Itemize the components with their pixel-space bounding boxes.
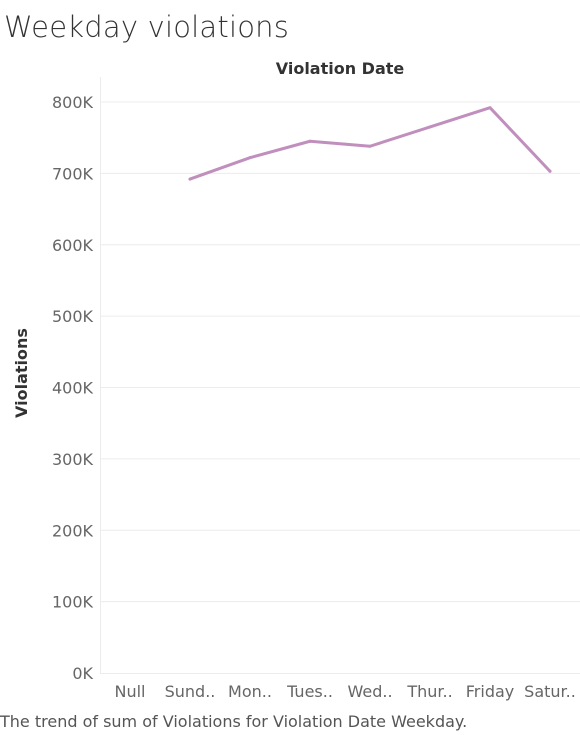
y-tick-label: 600K (52, 236, 94, 255)
x-tick-label: Wed.. (347, 682, 392, 701)
y-tick-label: 100K (52, 593, 94, 612)
x-tick-label: Tues.. (286, 682, 333, 701)
gridlines (100, 101, 580, 603)
y-axis-title: Violations (12, 328, 31, 418)
chart-title: Weekday violations (4, 10, 290, 44)
x-tick-label: Sund.. (165, 682, 216, 701)
data-point (488, 106, 492, 110)
y-tick-label: 500K (52, 307, 94, 326)
y-tick-label: 400K (52, 379, 94, 398)
x-tick-label: Thur.. (406, 682, 452, 701)
x-axis-title: Violation Date (276, 59, 405, 78)
series-line (188, 106, 552, 181)
x-tick-label: Friday (466, 682, 515, 701)
data-point (548, 169, 552, 173)
data-point (368, 144, 372, 148)
data-point (248, 156, 252, 160)
x-tick-label: Null (115, 682, 146, 701)
y-tick-label: 800K (52, 93, 94, 112)
data-point (428, 125, 432, 129)
y-tick-label: 700K (52, 164, 94, 183)
y-tick-labels: 0K 100K 200K 300K 400K 500K 600K 700K 800K (52, 93, 94, 683)
x-tick-labels: Null Sund.. Mon.. Tues.. Wed.. Thur.. Friday Sa… (115, 682, 576, 701)
series (188, 106, 552, 181)
chart-caption: The trend of sum of Violations for Viola… (0, 712, 468, 731)
axes (100, 77, 580, 674)
x-tick-label: Satur.. (524, 682, 576, 701)
line-chart: Violation Date Violations 0K 100K 200K 300K… (12, 59, 580, 701)
data-point (188, 177, 192, 181)
y-tick-label: 300K (52, 450, 94, 469)
y-tick-label: 200K (52, 521, 94, 540)
data-point (308, 139, 312, 143)
x-tick-label: Mon.. (228, 682, 272, 701)
y-tick-label: 0K (72, 664, 93, 683)
